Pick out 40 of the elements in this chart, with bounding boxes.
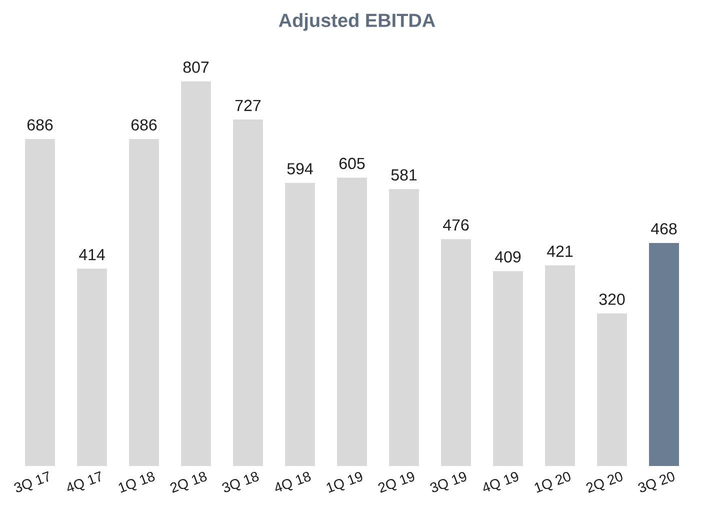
bar — [441, 239, 472, 466]
x-tick-label: 2Q 19 — [378, 472, 414, 493]
data-label: 320 — [599, 294, 625, 305]
data-label: 686 — [27, 119, 53, 131]
bar — [181, 81, 212, 466]
x-tick-label: 4Q 19 — [483, 472, 518, 492]
data-label: 727 — [235, 100, 261, 111]
bar — [77, 268, 107, 466]
x-tick-label: 4Q 18 — [275, 472, 311, 492]
chart-title: Adjusted EBITDA — [278, 13, 436, 31]
data-label: 605 — [339, 158, 365, 170]
data-label: 581 — [391, 169, 417, 181]
x-tick-label: 2Q 20 — [586, 472, 622, 493]
x-tick-label: 4Q 17 — [67, 471, 100, 492]
data-label: 476 — [443, 219, 469, 231]
x-tick-label: 2Q 18 — [170, 472, 207, 493]
data-label: 468 — [651, 223, 677, 234]
data-label: 409 — [495, 251, 521, 263]
bar — [233, 120, 264, 466]
x-tick-label: 3Q 20 — [638, 472, 674, 492]
bar — [649, 242, 680, 466]
x-tick-label: 1Q 18 — [118, 472, 155, 493]
data-label: 594 — [287, 163, 313, 174]
x-tick-label: 3Q 19 — [430, 472, 466, 492]
data-label: 414 — [79, 249, 105, 260]
data-label: 807 — [183, 62, 209, 73]
x-tick-label: 1Q 20 — [534, 472, 570, 493]
x-tick-label: 3Q 18 — [222, 472, 259, 492]
bar — [337, 178, 368, 466]
bar — [493, 271, 524, 466]
bar — [597, 313, 628, 466]
x-tick-label: 3Q 17 — [14, 471, 48, 492]
data-label: 686 — [131, 119, 157, 131]
bar — [545, 265, 576, 466]
data-label: 421 — [547, 246, 573, 257]
bar — [285, 182, 316, 466]
bar — [25, 139, 55, 466]
x-tick-label: 1Q 19 — [326, 472, 362, 493]
bar — [389, 189, 420, 466]
bar — [129, 139, 159, 466]
